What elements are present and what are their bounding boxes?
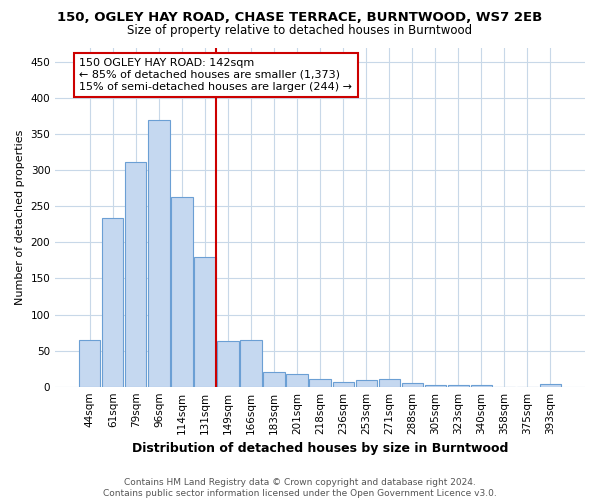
Text: 150 OGLEY HAY ROAD: 142sqm
← 85% of detached houses are smaller (1,373)
15% of s: 150 OGLEY HAY ROAD: 142sqm ← 85% of deta…: [79, 58, 352, 92]
Bar: [286, 374, 308, 386]
Bar: [217, 341, 239, 386]
Text: Contains HM Land Registry data © Crown copyright and database right 2024.
Contai: Contains HM Land Registry data © Crown c…: [103, 478, 497, 498]
Bar: [401, 383, 423, 386]
Bar: [448, 384, 469, 386]
Bar: [540, 384, 561, 386]
Bar: [379, 380, 400, 386]
Text: 150, OGLEY HAY ROAD, CHASE TERRACE, BURNTWOOD, WS7 2EB: 150, OGLEY HAY ROAD, CHASE TERRACE, BURN…: [58, 11, 542, 24]
Bar: [470, 384, 492, 386]
Bar: [194, 257, 215, 386]
Bar: [125, 162, 146, 386]
X-axis label: Distribution of detached houses by size in Burntwood: Distribution of detached houses by size …: [132, 442, 508, 455]
Bar: [310, 380, 331, 386]
Bar: [172, 197, 193, 386]
Bar: [241, 340, 262, 386]
Bar: [332, 382, 353, 386]
Bar: [79, 340, 100, 386]
Bar: [263, 372, 284, 386]
Y-axis label: Number of detached properties: Number of detached properties: [15, 130, 25, 305]
Bar: [356, 380, 377, 386]
Text: Size of property relative to detached houses in Burntwood: Size of property relative to detached ho…: [127, 24, 473, 37]
Bar: [102, 218, 124, 386]
Bar: [425, 384, 446, 386]
Bar: [148, 120, 170, 386]
